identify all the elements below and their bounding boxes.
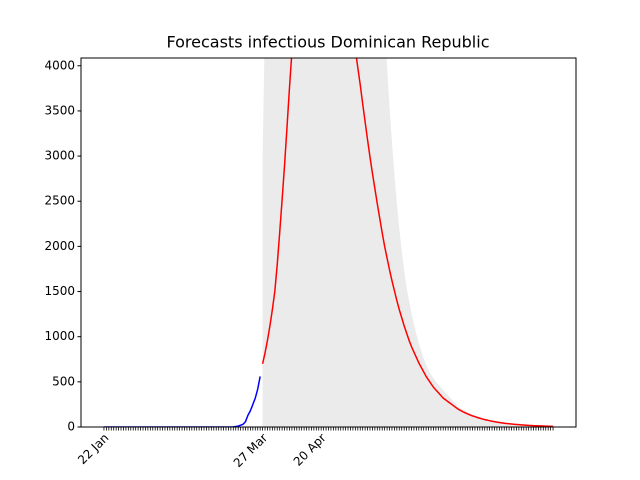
- confidence-band: [262, 58, 554, 427]
- y-tick-label: 0: [67, 420, 75, 434]
- y-tick-label: 500: [52, 374, 75, 388]
- series-line: [261, 58, 554, 427]
- y-tick-label: 2500: [44, 194, 75, 208]
- y-tick-label: 4000: [44, 58, 75, 72]
- chart-title: Forecasts infectious Dominican Republic: [167, 33, 490, 52]
- y-tick-label: 2000: [44, 239, 75, 253]
- y-tick-label: 3000: [44, 149, 75, 163]
- y-tick-label: 1500: [44, 284, 75, 298]
- y-tick-label: 1000: [44, 329, 75, 343]
- y-tick-label: 3500: [44, 103, 75, 117]
